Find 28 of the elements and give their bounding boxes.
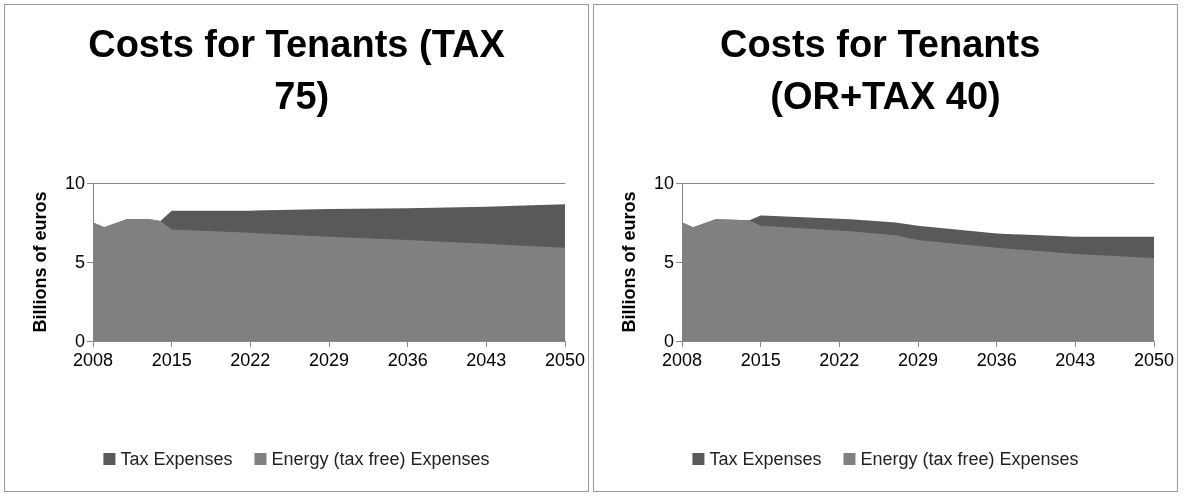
x-tick-label: 2043 <box>466 350 507 370</box>
legend-label: Energy (tax free) Expenses <box>860 449 1079 469</box>
x-tick-label: 2029 <box>897 350 939 370</box>
x-tick-label: 2022 <box>819 350 860 370</box>
x-tick-label: 2050 <box>1133 350 1174 370</box>
x-tick-label: 2050 <box>544 350 585 370</box>
y-axis-title: Billions of euros <box>30 191 50 333</box>
x-tick-label: 2015 <box>740 350 781 370</box>
y-tick-label: 5 <box>663 252 674 272</box>
x-tick-label: 2043 <box>1055 350 1096 370</box>
y-tick-label: 0 <box>74 331 85 351</box>
y-tick-label: 10 <box>64 173 85 193</box>
legend-label: Tax Expenses <box>120 449 233 469</box>
x-tick-label: 2008 <box>72 350 114 370</box>
y-tick-label: 0 <box>663 331 674 351</box>
x-tick-label: 2036 <box>387 350 428 370</box>
chart-title: Costs for Tenants (OR+TAX 40) <box>720 23 1051 117</box>
x-tick-label: 2036 <box>976 350 1017 370</box>
legend-label: Energy (tax free) Expenses <box>271 449 490 469</box>
y-tick-label: 5 <box>74 252 85 272</box>
y-axis-title: Billions of euros <box>619 191 639 333</box>
chart-title: Costs for Tenants (TAX 75) <box>88 23 506 117</box>
x-tick-label: 2015 <box>151 350 192 370</box>
y-tick-label: 10 <box>653 173 674 193</box>
x-tick-label: 2008 <box>661 350 703 370</box>
x-tick-label: 2022 <box>230 350 271 370</box>
x-tick-label: 2029 <box>308 350 350 370</box>
legend-label: Tax Expenses <box>709 449 822 469</box>
